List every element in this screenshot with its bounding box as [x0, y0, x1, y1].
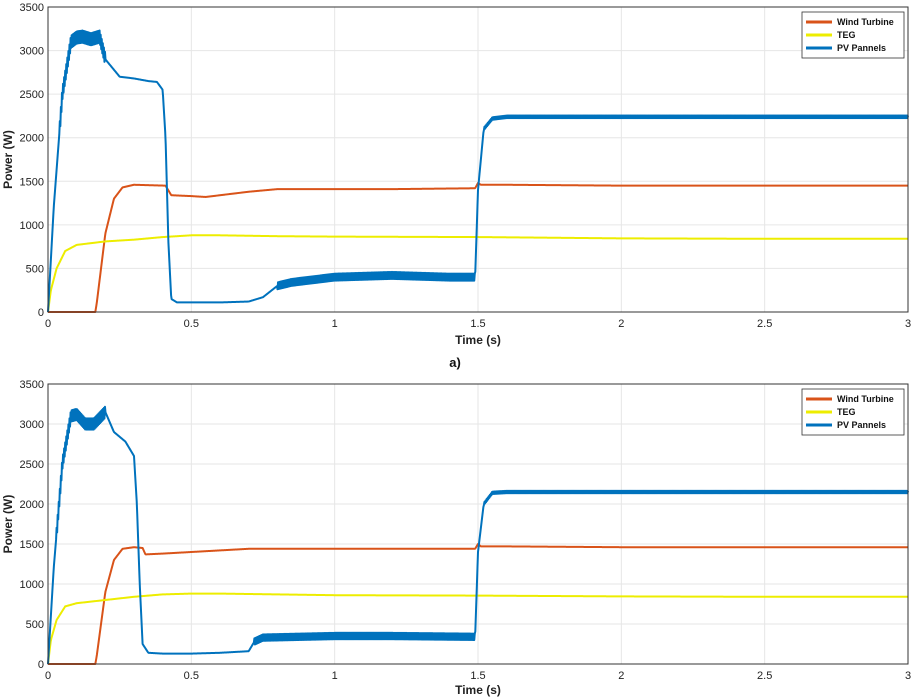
legend-label: TEG — [837, 407, 856, 417]
x-tick-label: 2.5 — [757, 670, 772, 682]
x-tick-label: 0.5 — [184, 670, 199, 682]
series-line-teg — [47, 592, 909, 665]
y-tick-label: 500 — [26, 263, 44, 275]
axes-box — [47, 383, 909, 665]
legend-label: PV Pannels — [837, 43, 886, 53]
y-tick-label: 3000 — [20, 46, 44, 58]
legend: Wind Turbine TEG PV Pannels — [801, 388, 905, 436]
y-tick-label: 1000 — [20, 579, 44, 591]
x-tick-label: 2 — [618, 670, 624, 682]
x-tick-label: 0 — [45, 670, 51, 682]
y-tick-label: 1500 — [20, 176, 44, 188]
y-tick-label: 3500 — [20, 379, 44, 391]
x-tick-label: 0.5 — [184, 318, 199, 330]
x-tick-label: 3 — [905, 670, 911, 682]
x-tick-label: 1 — [332, 670, 338, 682]
legend: Wind Turbine TEG PV Pannels — [801, 11, 905, 59]
x-tick-label: 0 — [45, 318, 51, 330]
x-axis-label: Time (s) — [455, 333, 501, 347]
y-tick-label: 2500 — [20, 89, 44, 101]
legend-label: Wind Turbine — [837, 17, 894, 27]
axes-box — [47, 6, 909, 313]
y-tick-label: 3500 — [20, 2, 44, 14]
y-axis-label: Power (W) — [1, 495, 15, 554]
y-tick-label: 2500 — [20, 459, 44, 471]
subplot-label-a: a) — [449, 355, 461, 370]
y-tick-label: 0 — [38, 307, 44, 319]
x-tick-label: 3 — [905, 318, 911, 330]
x-tick-label: 2.5 — [757, 318, 772, 330]
legend-label: Wind Turbine — [837, 394, 894, 404]
y-tick-label: 500 — [26, 619, 44, 631]
series-line-teg — [47, 234, 909, 313]
y-tick-label: 2000 — [20, 499, 44, 511]
y-tick-label: 2000 — [20, 133, 44, 145]
x-tick-label: 1.5 — [470, 318, 485, 330]
x-tick-label: 2 — [618, 318, 624, 330]
y-tick-label: 1500 — [20, 539, 44, 551]
y-tick-label: 1000 — [20, 220, 44, 232]
x-tick-label: 1 — [332, 318, 338, 330]
plot-a: 0 0.5 1 1.5 2 2.5 3 0 500 1000 1500 2000 2500 3000 350… — [1, 2, 911, 347]
legend-label: TEG — [837, 30, 856, 40]
legend-label: PV Pannels — [837, 420, 886, 430]
series-line-pv-pannels — [47, 405, 909, 665]
x-axis-label: Time (s) — [455, 683, 501, 697]
x-tick-label: 1.5 — [470, 670, 485, 682]
y-tick-label: 3000 — [20, 419, 44, 431]
plot-b: 0 0.5 1 1.5 2 2.5 3 0 500 1000 1500 2000 2500 3000 350… — [1, 379, 911, 697]
y-axis-label: Power (W) — [1, 130, 15, 189]
y-tick-label: 0 — [38, 659, 44, 671]
series-line-pv-pannels — [47, 29, 909, 313]
